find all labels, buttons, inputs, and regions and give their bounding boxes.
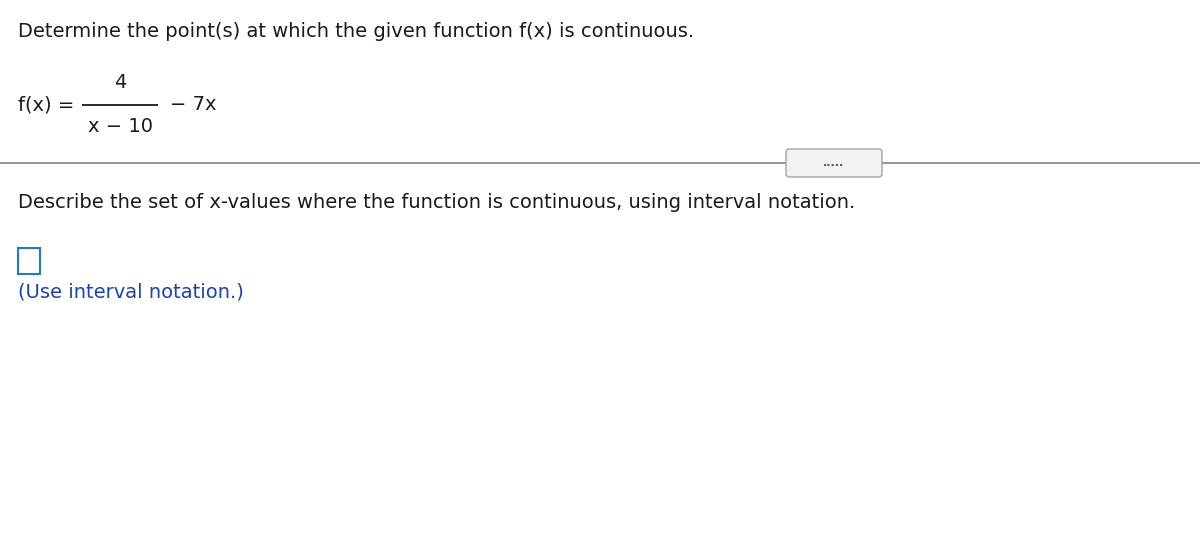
Text: x − 10: x − 10 bbox=[88, 117, 152, 137]
Text: − 7x: − 7x bbox=[170, 95, 216, 115]
Text: Describe the set of x-values where the function is continuous, using interval no: Describe the set of x-values where the f… bbox=[18, 193, 856, 212]
Text: f(x) =: f(x) = bbox=[18, 95, 74, 115]
Text: 4: 4 bbox=[114, 73, 126, 93]
Text: .....: ..... bbox=[823, 158, 845, 168]
Text: Determine the point(s) at which the given function f(x) is continuous.: Determine the point(s) at which the give… bbox=[18, 22, 694, 41]
FancyBboxPatch shape bbox=[18, 248, 40, 274]
FancyBboxPatch shape bbox=[786, 149, 882, 177]
Text: (Use interval notation.): (Use interval notation.) bbox=[18, 282, 244, 301]
